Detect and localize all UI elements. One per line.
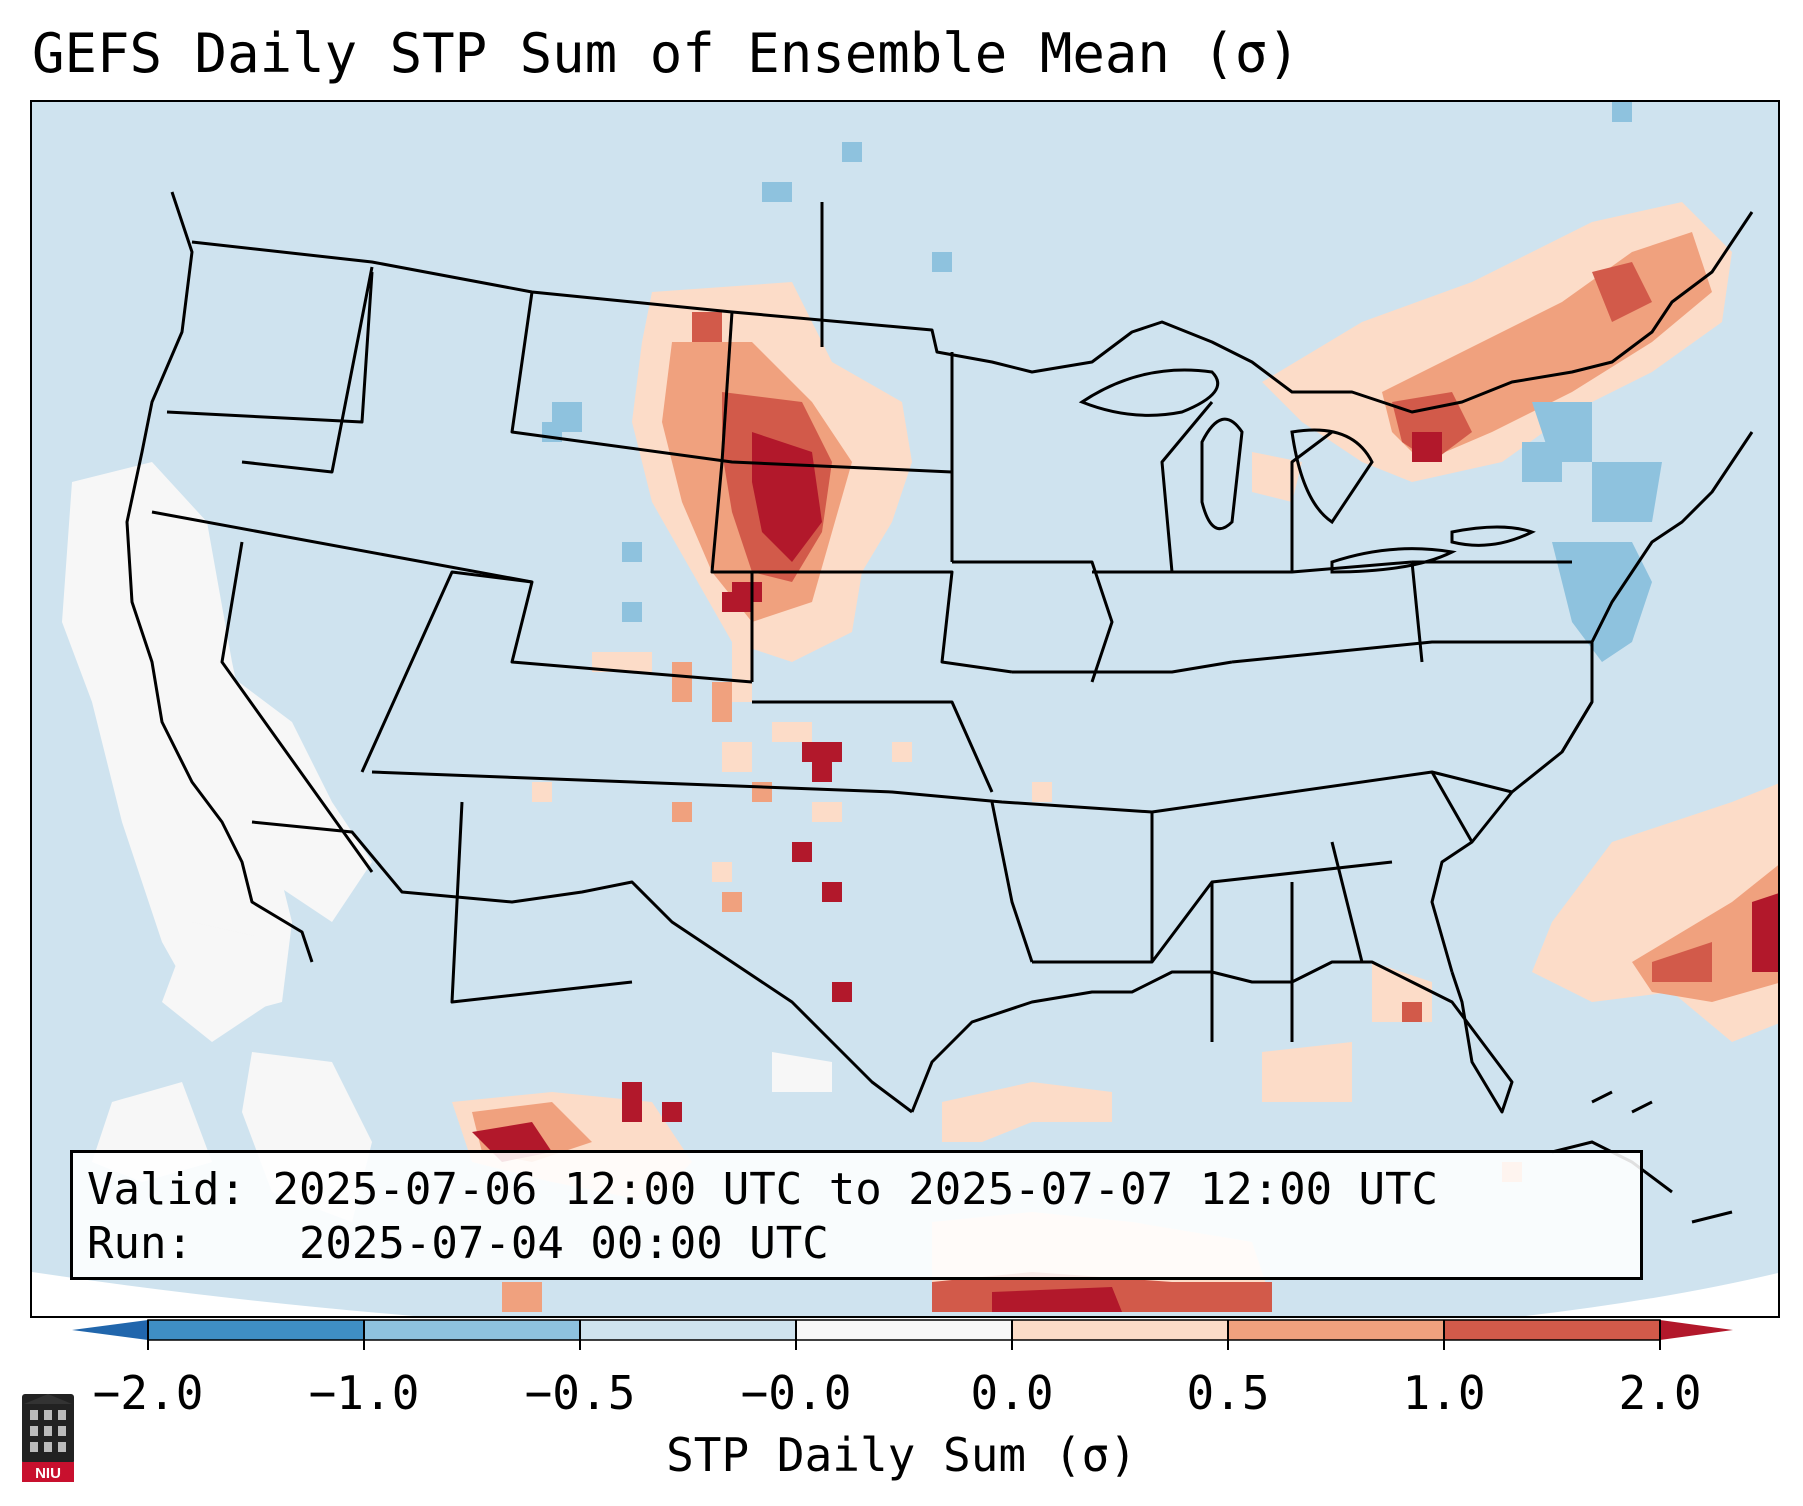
colorbar-tick-label: −0.0 (740, 1366, 852, 1420)
run-label: Run: (87, 1218, 193, 1269)
map-canvas (32, 102, 1778, 1316)
colorbar-bin (148, 1320, 365, 1340)
valid-label: Valid: (87, 1164, 246, 1215)
valid-run-box: Valid: 2025-07-06 12:00 UTC to 2025-07-0… (70, 1150, 1643, 1280)
colorbar-tick-label: −2.0 (92, 1366, 204, 1420)
colorbar-tick-label: 2.0 (1618, 1366, 1702, 1420)
colorbar-tick-label: −1.0 (308, 1366, 420, 1420)
niu-logo-icon: NIU (22, 1394, 74, 1482)
projection-corner-right (1525, 1272, 1778, 1316)
colorbar-bin (1012, 1320, 1229, 1340)
negative-anomalies (542, 102, 1662, 662)
colorbar-bin (1228, 1320, 1445, 1340)
run-value: 2025-07-04 00:00 UTC (298, 1218, 829, 1269)
colorbar-bins (148, 1320, 1661, 1340)
colorbar-left-extend (72, 1320, 148, 1340)
positive-anomalies (452, 202, 1778, 1312)
colorbar-bin (796, 1320, 1013, 1340)
colorbar-bin (580, 1320, 797, 1340)
colorbar-ticks (147, 1320, 1661, 1350)
great-lakes (1078, 368, 1536, 574)
colorbar-tick-label: −0.5 (524, 1366, 636, 1420)
colorbar-right-extend (1660, 1320, 1733, 1340)
colorbar-bin (1444, 1320, 1661, 1340)
colorbar-tick-label: 1.0 (1402, 1366, 1486, 1420)
projection-corner (32, 1272, 414, 1316)
valid-value: 2025-07-06 12:00 UTC to 2025-07-07 12:00… (272, 1164, 1439, 1215)
colorbar-label: STP Daily Sum (σ) (666, 1428, 1137, 1482)
borders (125, 191, 1754, 1114)
map-title: GEFS Daily STP Sum of Ensemble Mean (σ) (32, 22, 1300, 85)
logo-text: NIU (35, 1465, 61, 1482)
colorbar-tick-label: 0.5 (1186, 1366, 1270, 1420)
colorbar-bin (364, 1320, 581, 1340)
colorbar-tick-label: 0.0 (970, 1366, 1054, 1420)
colorbar-outline (147, 1319, 1661, 1341)
map-frame: Valid: 2025-07-06 12:00 UTC to 2025-07-0… (30, 100, 1780, 1318)
